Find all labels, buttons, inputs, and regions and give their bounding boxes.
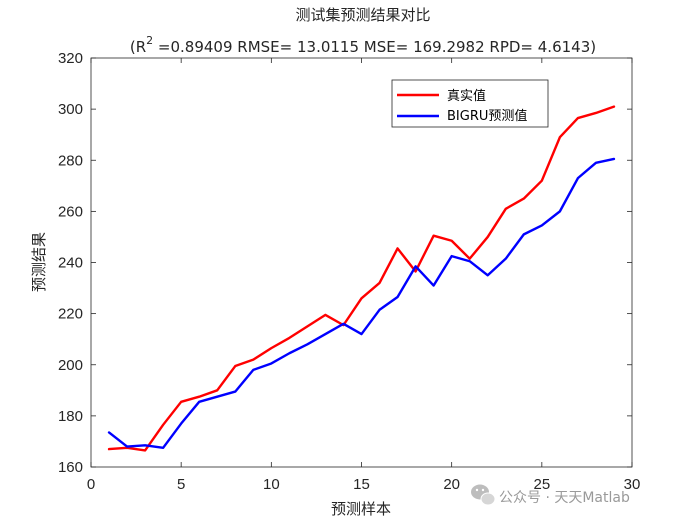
subtitle-superscript: 2 xyxy=(146,34,153,47)
series-line-0 xyxy=(107,105,616,452)
y-axis-label: 预测结果 xyxy=(30,232,48,292)
x-tick-label: 15 xyxy=(353,476,370,493)
watermark-text: 公众号 · 天天Matlab xyxy=(499,490,630,506)
x-tick-label: 30 xyxy=(624,476,641,493)
y-tick-label: 160 xyxy=(58,459,83,476)
y-tick-label: 240 xyxy=(58,255,83,272)
plot-area xyxy=(90,57,633,468)
wechat-icon xyxy=(471,484,496,506)
legend-label-series-0: 真实值 xyxy=(447,88,486,104)
series-line-1 xyxy=(107,157,616,450)
chart-title: 测试集预测结果对比 xyxy=(295,6,430,24)
y-tick-label: 180 xyxy=(58,408,83,425)
x-tick-label: 25 xyxy=(533,476,550,493)
series-layer xyxy=(107,105,616,452)
x-axis-ticks: 0 5 10 15 20 25 30 xyxy=(87,58,641,493)
y-tick-label: 220 xyxy=(58,306,83,323)
x-tick-label: 0 xyxy=(87,476,95,493)
y-axis-ticks: 160 180 200 220 240 260 280 300 320 xyxy=(58,50,632,476)
subtitle-prefix: (R xyxy=(130,38,146,56)
x-tick-label: 10 xyxy=(263,476,280,493)
y-tick-label: 320 xyxy=(58,50,83,67)
chart-subtitle: (R2 =0.89409 RMSE= 13.0115 MSE= 169.2982… xyxy=(130,34,596,56)
watermark: 公众号 · 天天Matlab xyxy=(471,484,630,506)
x-tick-label: 5 xyxy=(177,476,185,493)
x-tick-label: 20 xyxy=(443,476,460,493)
y-tick-label: 300 xyxy=(58,101,83,118)
legend-label-series-1: BIGRU预测值 xyxy=(447,108,527,124)
y-tick-label: 280 xyxy=(58,152,83,169)
legend-box xyxy=(391,79,549,128)
legend: 真实值 BIGRU预测值 xyxy=(391,79,549,128)
subtitle-rest: =0.89409 RMSE= 13.0115 MSE= 169.2982 RPD… xyxy=(153,38,596,56)
y-tick-label: 260 xyxy=(58,203,83,220)
x-axis-label: 预测样本 xyxy=(331,500,391,518)
y-tick-label: 200 xyxy=(58,357,83,374)
